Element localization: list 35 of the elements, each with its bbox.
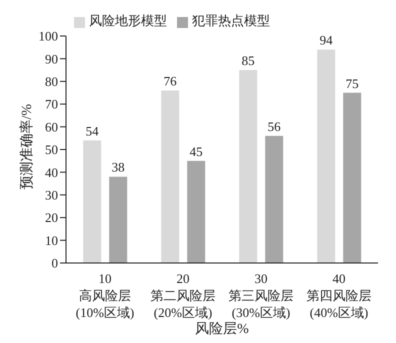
bar <box>83 140 102 263</box>
data-label: 45 <box>190 144 203 159</box>
bar <box>343 92 362 263</box>
x-axis-title: 风险层% <box>195 321 250 337</box>
data-label: 76 <box>164 73 178 88</box>
bar <box>161 90 180 263</box>
bar <box>187 160 206 263</box>
y-tick-label: 90 <box>45 51 58 66</box>
y-axis-title: 预测准确率/% <box>18 104 35 190</box>
y-tick-label: 20 <box>45 210 58 226</box>
y-tick-label: 80 <box>45 74 58 90</box>
y-tick-label: 30 <box>45 188 58 203</box>
x-tick-label: 10 高风险层 (10%区域) <box>76 271 134 320</box>
bar <box>109 176 128 263</box>
data-label: 38 <box>112 160 125 175</box>
data-label: 75 <box>346 76 359 91</box>
data-label: 85 <box>242 53 255 68</box>
legend-label: 风险地形模型 <box>89 13 167 28</box>
y-tick-label: 100 <box>38 28 58 44</box>
bar <box>239 70 258 263</box>
bar <box>317 50 336 263</box>
x-tick-label: 30 第三风险层 (30%区域) <box>228 271 294 320</box>
data-label: 56 <box>268 118 282 134</box>
y-tick-label: 10 <box>45 232 58 248</box>
y-tick-label: 40 <box>45 164 58 180</box>
y-tick-label: 60 <box>45 119 58 134</box>
data-label: 54 <box>86 123 100 138</box>
data-label: 94 <box>320 32 334 48</box>
y-tick-label: 0 <box>52 256 58 271</box>
y-tick-label: 70 <box>45 96 58 112</box>
legend-label: 犯罪热点模型 <box>192 13 270 28</box>
x-tick-label: 20 第二风险层 (20%区域) <box>150 271 216 320</box>
x-tick-label: 40 第四风险层 (40%区域) <box>306 271 372 320</box>
y-tick-label: 50 <box>45 142 58 158</box>
bar <box>265 136 284 263</box>
